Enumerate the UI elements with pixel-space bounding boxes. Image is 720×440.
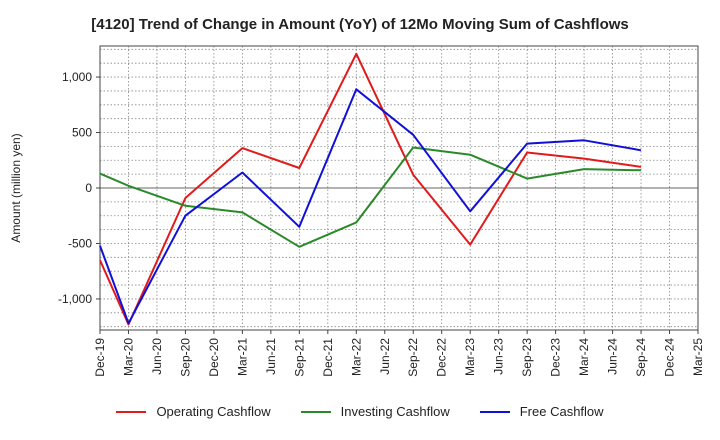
x-tick-label: Dec-19 xyxy=(93,338,107,377)
x-tick-label: Sep-23 xyxy=(520,338,534,377)
y-tick-label: 500 xyxy=(72,126,92,140)
y-tick-label: -1,000 xyxy=(58,292,92,306)
legend-item-investing: Investing Cashflow xyxy=(300,404,450,419)
legend: Operating Cashflow Investing Cashflow Fr… xyxy=(0,404,720,419)
chart-title: [4120] Trend of Change in Amount (YoY) o… xyxy=(91,16,629,33)
x-tick-label: Jun-22 xyxy=(378,338,392,375)
legend-swatch-free xyxy=(479,410,510,413)
legend-item-free: Free Cashflow xyxy=(479,404,604,419)
legend-swatch-investing xyxy=(300,410,331,413)
x-tick-label: Dec-21 xyxy=(321,338,335,377)
y-axis-label: Amount (million yen) xyxy=(9,133,23,242)
legend-label-free: Free Cashflow xyxy=(519,404,604,419)
x-tick-label: Mar-24 xyxy=(577,338,591,376)
x-tick-label: Jun-23 xyxy=(492,338,506,375)
legend-item-operating: Operating Cashflow xyxy=(116,404,271,419)
series-line-free-cashflow xyxy=(99,88,642,325)
x-tick-label: Dec-24 xyxy=(663,338,677,377)
y-tick-label: -500 xyxy=(68,236,92,250)
x-tick-label: Mar-20 xyxy=(121,338,135,376)
x-tick-label: Sep-22 xyxy=(406,338,420,377)
x-tick-label: Jun-24 xyxy=(606,338,620,375)
legend-swatch-operating xyxy=(116,410,147,413)
y-tick-label: 0 xyxy=(85,181,92,195)
legend-label-investing: Investing Cashflow xyxy=(340,404,450,419)
y-tick-label: 1,000 xyxy=(62,70,92,84)
x-tick-label: Sep-21 xyxy=(292,338,306,377)
x-tick-label: Jun-21 xyxy=(264,338,278,375)
x-tick-label: Mar-21 xyxy=(235,338,249,376)
x-tick-label: Dec-22 xyxy=(435,338,449,377)
x-tick-label: Jun-20 xyxy=(150,338,164,375)
series-line-investing-cashflow xyxy=(99,146,642,248)
x-tick-label: Sep-24 xyxy=(634,338,648,377)
x-tick-label: Mar-22 xyxy=(349,338,363,376)
x-tick-label: Dec-20 xyxy=(207,338,221,377)
x-tick-label: Mar-23 xyxy=(463,338,477,376)
x-tick-label: Sep-20 xyxy=(178,338,192,377)
legend-label-operating: Operating Cashflow xyxy=(156,404,271,419)
x-tick-label: Mar-25 xyxy=(691,338,705,376)
series-line-operating-cashflow xyxy=(99,52,642,326)
x-tick-label: Dec-23 xyxy=(549,338,563,377)
